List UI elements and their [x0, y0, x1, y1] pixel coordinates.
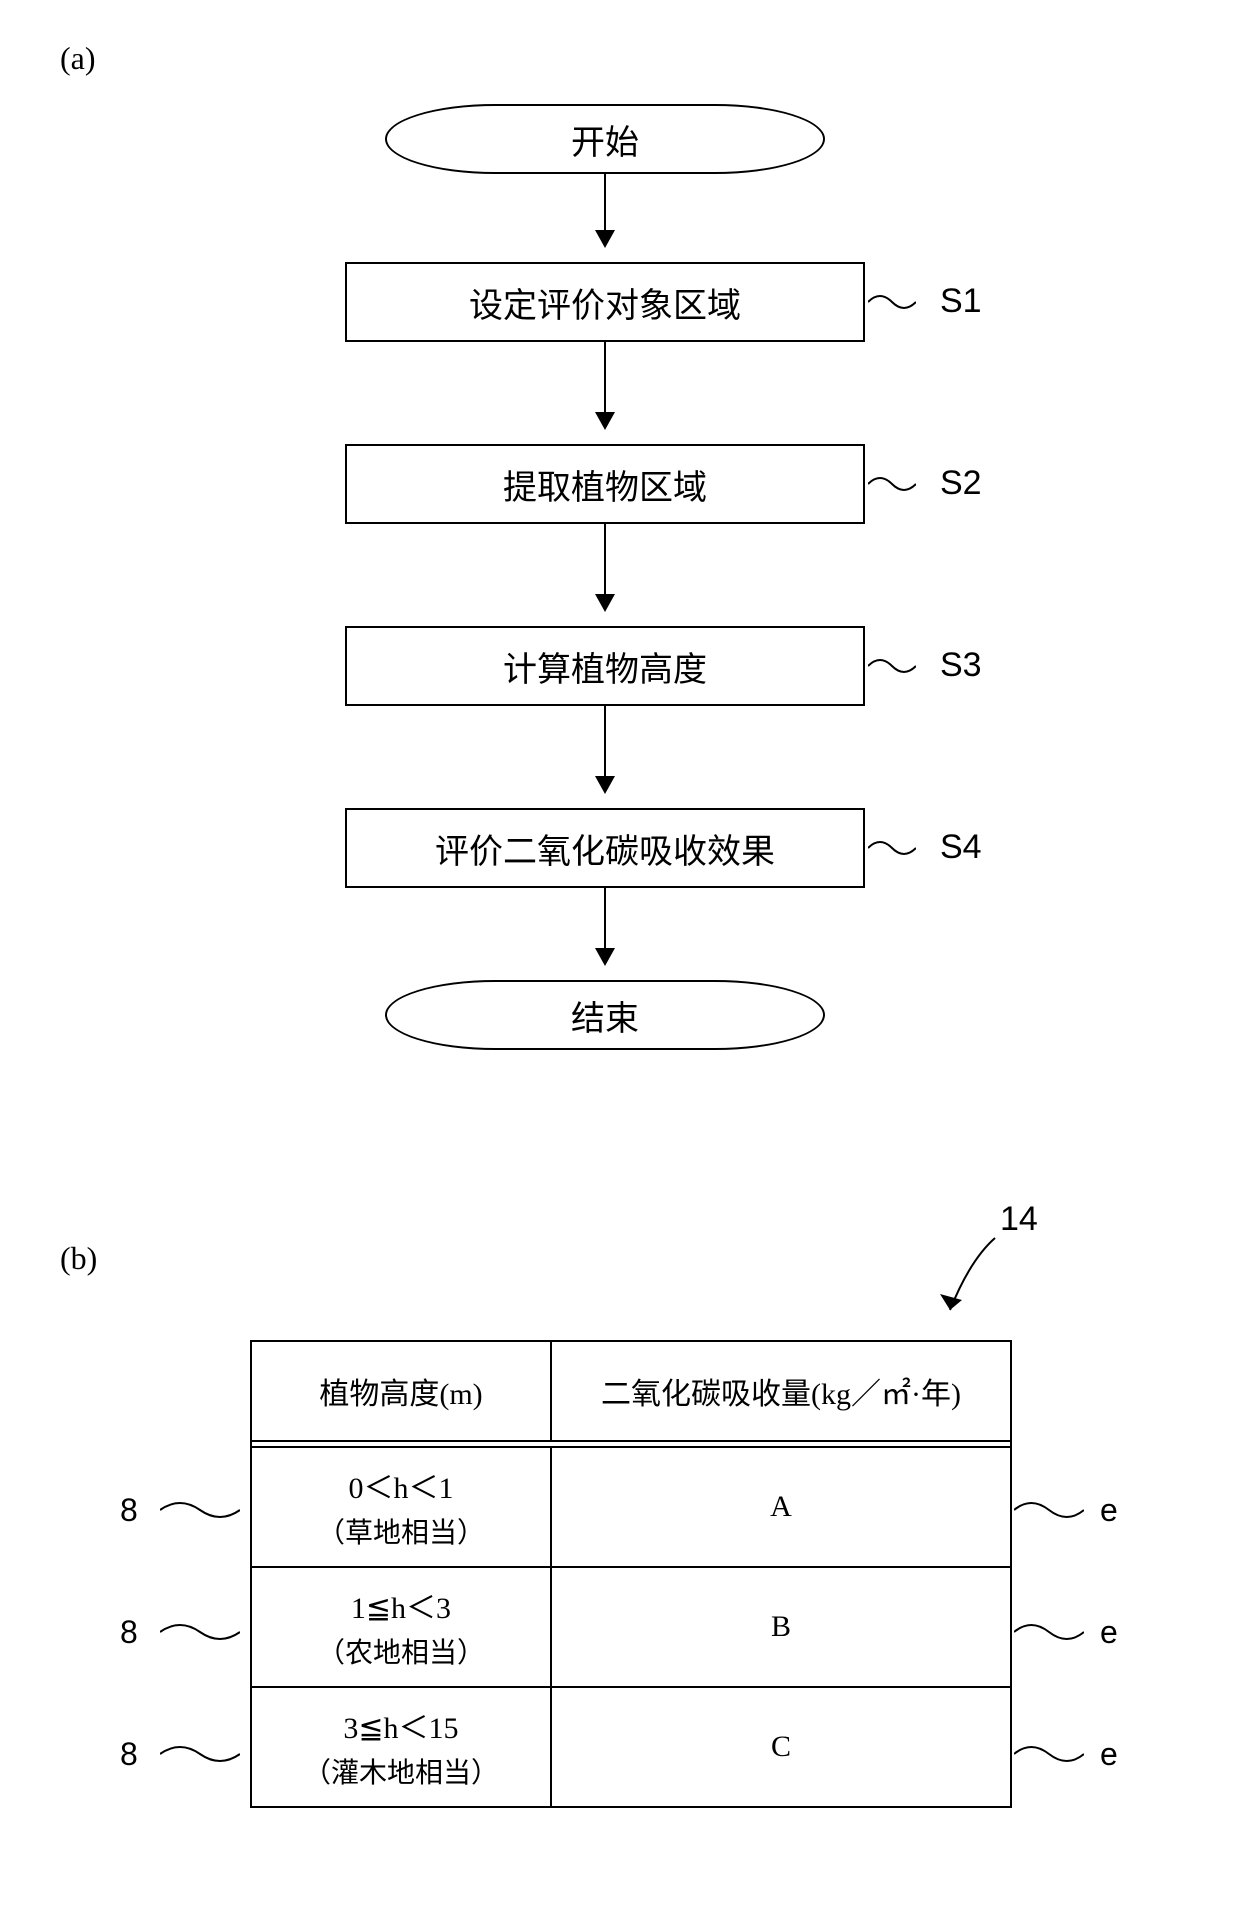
- process-s2: 提取植物区域: [345, 444, 865, 524]
- tag-connector-s3: [868, 652, 916, 680]
- arrow-s4-end: [604, 888, 606, 964]
- range-text: 1≦h＜3: [351, 1592, 451, 1625]
- cell-value-2: B: [551, 1567, 1011, 1687]
- row-conn-left-2: [160, 1618, 208, 1646]
- cell-range-1: 0＜h＜1 （草地相当）: [251, 1447, 551, 1567]
- flowchart-area: 开始 设定评价对象区域 S1 提取植物区域 S2 计算植物高度 S: [0, 0, 1240, 1080]
- equiv-text: （农地相当）: [270, 1631, 532, 1671]
- row-ref-right-1: e: [1100, 1492, 1118, 1529]
- range-text: 3≦h＜15: [343, 1712, 458, 1745]
- arrow-s1-s2: [604, 342, 606, 428]
- table-ref-arrow: [920, 1230, 1010, 1340]
- table-row: 1≦h＜3 （农地相当） B: [251, 1567, 1011, 1687]
- tag-connector-s1: [868, 288, 916, 316]
- absorption-table: 植物高度(m) 二氧化碳吸收量(kg／㎡·年) 0＜h＜1 （草地相当） A 1…: [250, 1340, 1012, 1808]
- arrow-s3-s4: [604, 706, 606, 792]
- table-container: 植物高度(m) 二氧化碳吸收量(kg／㎡·年) 0＜h＜1 （草地相当） A 1…: [250, 1340, 1012, 1808]
- equiv-text: （灌木地相当）: [270, 1751, 532, 1791]
- arrow-s2-s3: [604, 524, 606, 610]
- step-tag-s2: S2: [940, 464, 982, 503]
- table-row: 3≦h＜15 （灌木地相当） C: [251, 1687, 1011, 1807]
- end-label: 结束: [571, 991, 639, 1040]
- process-s4: 评价二氧化碳吸收效果: [345, 808, 865, 888]
- arrow-start-s1: [604, 174, 606, 246]
- table-header-height: 植物高度(m): [251, 1341, 551, 1441]
- process-s1-text: 设定评价对象区域: [469, 278, 741, 327]
- start-terminator: 开始: [385, 104, 825, 174]
- cell-value-1: A: [551, 1447, 1011, 1567]
- step-tag-s1: S1: [940, 282, 982, 321]
- equiv-text: （草地相当）: [270, 1511, 532, 1551]
- cell-range-3: 3≦h＜15 （灌木地相当）: [251, 1687, 551, 1807]
- tag-connector-s2: [868, 470, 916, 498]
- process-s4-text: 评价二氧化碳吸收效果: [435, 824, 775, 873]
- process-s3-text: 计算植物高度: [503, 642, 707, 691]
- row-conn-right-1: [1014, 1496, 1062, 1524]
- table-row: 0＜h＜1 （草地相当） A: [251, 1447, 1011, 1567]
- row-conn-right-2: [1014, 1618, 1062, 1646]
- row-conn-left-3: [160, 1740, 208, 1768]
- row-conn-left-1: [160, 1496, 208, 1524]
- row-ref-left-2: 8: [120, 1614, 138, 1651]
- page: (a) 开始 设定评价对象区域 S1 提取植物区域 S2 计算植物高度: [0, 0, 1240, 1919]
- cell-range-2: 1≦h＜3 （农地相当）: [251, 1567, 551, 1687]
- step-tag-s4: S4: [940, 828, 982, 867]
- range-text: 0＜h＜1: [349, 1472, 454, 1505]
- row-ref-left-1: 8: [120, 1492, 138, 1529]
- cell-value-3: C: [551, 1687, 1011, 1807]
- section-b-label: (b): [60, 1240, 97, 1277]
- table-header-row: 植物高度(m) 二氧化碳吸收量(kg／㎡·年): [251, 1341, 1011, 1441]
- row-ref-right-3: e: [1100, 1736, 1118, 1773]
- end-terminator: 结束: [385, 980, 825, 1050]
- table-header-absorption: 二氧化碳吸收量(kg／㎡·年): [551, 1341, 1011, 1441]
- start-label: 开始: [571, 115, 639, 164]
- process-s1: 设定评价对象区域: [345, 262, 865, 342]
- row-conn-right-3: [1014, 1740, 1062, 1768]
- tag-connector-s4: [868, 834, 916, 862]
- row-ref-left-3: 8: [120, 1736, 138, 1773]
- step-tag-s3: S3: [940, 646, 982, 685]
- process-s3: 计算植物高度: [345, 626, 865, 706]
- row-ref-right-2: e: [1100, 1614, 1118, 1651]
- process-s2-text: 提取植物区域: [503, 460, 707, 509]
